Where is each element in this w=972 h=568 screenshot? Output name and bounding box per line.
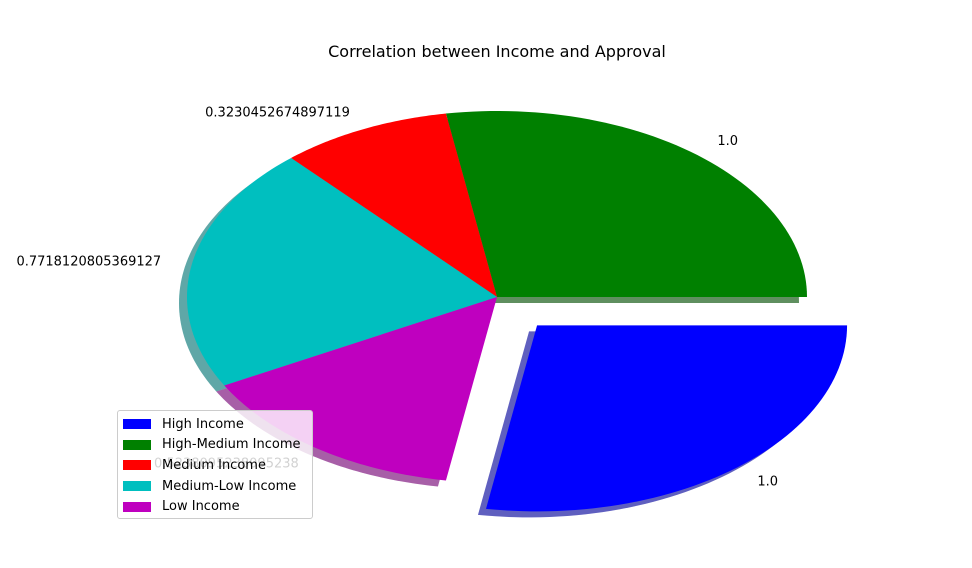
pie-slice — [485, 325, 848, 512]
legend-label: Medium Income — [162, 457, 266, 473]
slice-label: 1.0 — [757, 475, 778, 490]
legend-item: Medium-Low Income — [123, 476, 296, 496]
legend-label: High Income — [162, 416, 244, 432]
chart-title: Correlation between Income and Approval — [328, 42, 666, 61]
pie-slice — [187, 157, 497, 386]
legend-swatch — [123, 481, 151, 492]
legend: High Income High-Medium Income Medium Inco… — [117, 410, 313, 519]
slice-label: 0.7718120805369127 — [16, 255, 161, 270]
legend-item: High-Medium Income — [123, 435, 301, 455]
pie-slice — [445, 111, 807, 297]
legend-swatch — [123, 501, 151, 512]
legend-swatch — [123, 419, 151, 429]
slice-label: 0.3230452674897119 — [205, 105, 350, 120]
legend-item: Low Income — [123, 497, 240, 517]
legend-label: High-Medium Income — [162, 437, 301, 453]
legend-swatch — [123, 439, 151, 450]
legend-label: Low Income — [162, 499, 240, 515]
legend-label: Medium-Low Income — [162, 478, 297, 494]
pie-slice — [291, 113, 497, 297]
legend-item: High Income — [123, 414, 244, 434]
legend-swatch — [123, 460, 151, 471]
slice-label: 1.0 — [717, 134, 738, 149]
legend-item: Medium Income — [123, 455, 266, 475]
